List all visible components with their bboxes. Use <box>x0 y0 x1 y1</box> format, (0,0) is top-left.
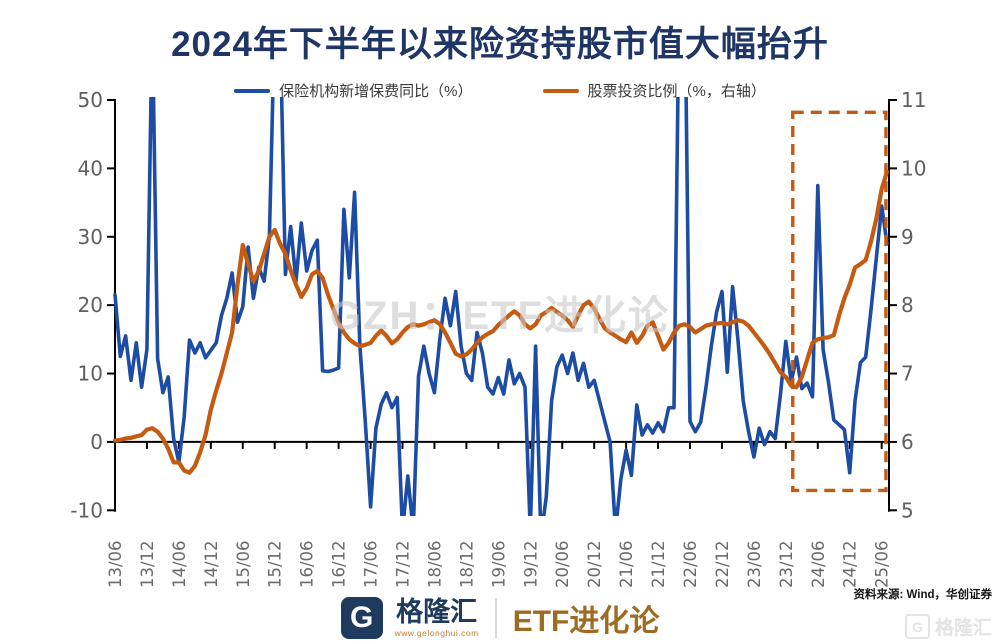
legend-item-premium-yoy: 保险机构新增保费同比（%） <box>234 80 473 101</box>
svg-text:50: 50 <box>78 88 103 112</box>
svg-text:13/12: 13/12 <box>138 540 157 588</box>
svg-text:19/12: 19/12 <box>521 540 540 588</box>
svg-text:24/06: 24/06 <box>809 540 828 588</box>
brand-url: www.gelonghui.com <box>394 627 479 638</box>
svg-text:18/12: 18/12 <box>457 540 476 588</box>
svg-text:14/12: 14/12 <box>202 540 221 588</box>
legend: 保险机构新增保费同比（%） 股票投资比例（%，右轴） <box>0 80 1000 101</box>
svg-text:10: 10 <box>78 362 103 386</box>
svg-text:15/12: 15/12 <box>266 540 285 588</box>
legend-item-equity-ratio: 股票投资比例（%，右轴） <box>542 80 766 101</box>
svg-text:21/12: 21/12 <box>649 540 668 588</box>
svg-text:8: 8 <box>901 293 914 317</box>
svg-text:0: 0 <box>90 430 103 454</box>
svg-text:40: 40 <box>78 156 103 180</box>
svg-text:25/06: 25/06 <box>873 540 892 588</box>
corner-logo-icon: G <box>904 614 930 639</box>
legend-swatch-blue-line <box>234 88 271 93</box>
svg-text:18/06: 18/06 <box>425 540 444 588</box>
svg-text:20: 20 <box>78 293 103 317</box>
svg-text:17/12: 17/12 <box>394 540 413 588</box>
svg-text:23/06: 23/06 <box>745 540 764 588</box>
svg-text:19/06: 19/06 <box>489 540 508 588</box>
footer-brand: G 格隆汇 www.gelonghui.com ETF进化论 <box>0 594 1000 642</box>
svg-text:30: 30 <box>78 225 103 249</box>
svg-text:10: 10 <box>901 156 926 180</box>
svg-text:24/12: 24/12 <box>841 540 860 588</box>
svg-text:20/06: 20/06 <box>553 540 572 588</box>
svg-text:22/12: 22/12 <box>713 540 732 588</box>
legend-label-equity-ratio: 股票投资比例（%，右轴） <box>587 83 766 100</box>
svg-text:20/12: 20/12 <box>585 540 604 588</box>
svg-text:15/06: 15/06 <box>234 540 253 588</box>
legend-swatch-orange-line <box>542 88 579 93</box>
svg-text:21/06: 21/06 <box>617 540 636 588</box>
svg-text:17/06: 17/06 <box>362 540 381 588</box>
legend-label-premium-yoy: 保险机构新增保费同比（%） <box>279 83 473 100</box>
footer-divider <box>494 598 497 638</box>
gelonghui-logo-icon: G <box>340 597 383 639</box>
svg-text:6: 6 <box>901 430 914 454</box>
corner-watermark: G 格隆汇 <box>904 613 992 640</box>
brand-block: 格隆汇 www.gelonghui.com <box>394 596 479 638</box>
svg-text:16/06: 16/06 <box>298 540 317 588</box>
etf-brand-name: ETF进化论 <box>512 605 660 638</box>
svg-text:14/06: 14/06 <box>170 540 189 588</box>
source-note: 资料来源: Wind，华创证券 <box>853 589 992 601</box>
svg-text:13/06: 13/06 <box>106 540 125 588</box>
svg-text:7: 7 <box>901 362 914 386</box>
svg-text:5: 5 <box>901 498 914 522</box>
svg-text:9: 9 <box>901 225 914 249</box>
corner-brand-text: 格隆汇 <box>934 618 992 639</box>
brand-name: 格隆汇 <box>396 596 478 627</box>
svg-text:23/12: 23/12 <box>777 540 796 588</box>
svg-text:-10: -10 <box>70 498 103 522</box>
svg-text:22/06: 22/06 <box>681 540 700 588</box>
svg-text:16/12: 16/12 <box>330 540 349 588</box>
chart-title: 2024年下半年以来险资持股市值大幅抬升 <box>171 25 829 64</box>
svg-text:11: 11 <box>901 88 926 112</box>
